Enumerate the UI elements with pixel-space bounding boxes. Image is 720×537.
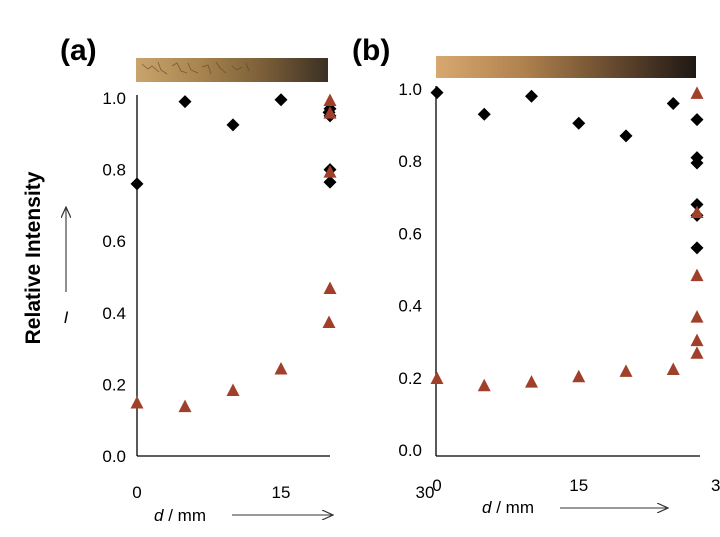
panel-b-triangle-point [690, 310, 704, 323]
panel-a-x-tick-label: 30 [416, 483, 435, 502]
panel-a-triangle-point [178, 399, 192, 413]
panel-b-diamond-point [690, 198, 704, 212]
panel-a-x-tick-label: 15 [272, 483, 291, 502]
panel-a-x-var: d [154, 506, 164, 525]
panel-a-crack-texture [141, 61, 250, 75]
panel-b-gradient-bar [436, 56, 696, 78]
panel-b-x-tick-label: 30 [711, 476, 720, 495]
panel-b-label: (b) [352, 34, 390, 67]
panel-b-x-axis-title: d / mm [482, 498, 534, 517]
panel-b-triangle-point [690, 333, 704, 347]
panel-a-diamond-point [130, 177, 144, 191]
panel-b-x-tick-label: 15 [569, 476, 588, 495]
panel-b-x-tick-label: 0 [432, 476, 441, 495]
panel-a-triangle-point [322, 315, 336, 328]
panel-a-x-tick-label: 0 [132, 483, 141, 502]
panel-a-y-tick-label: 0.6 [102, 232, 126, 251]
panel-b-y-tick-label: 0.2 [398, 369, 422, 388]
panel-b: (b) d / mm [352, 34, 700, 517]
panel-a-intensity-symbol: I [64, 308, 69, 327]
panel-a-triangle-point [323, 281, 337, 294]
panel-a-diamond-point [178, 95, 192, 109]
panel-b-y-tick-label: 1.0 [398, 80, 422, 99]
panel-a-triangle-point [323, 165, 337, 178]
panel-a-x-axis-title: d / mm [154, 506, 206, 525]
panel-b-triangle-point [477, 378, 491, 392]
panel-a-y-tick-label: 0.8 [102, 161, 126, 180]
panel-b-y-tick-label: 0.8 [398, 152, 422, 171]
panel-b-x-var: d [482, 498, 492, 517]
panel-b-y-tick-label: 0.4 [398, 297, 422, 316]
panel-b-x-slash: / [491, 498, 505, 517]
panel-b-triangle-point [690, 268, 704, 282]
panel-b-diamond-point [690, 241, 704, 255]
panel-a-triangle-point [130, 396, 144, 409]
panel-b-triangle-point [690, 346, 704, 359]
panel-a-y-tick-label: 1.0 [102, 89, 126, 108]
panel-a-diamond-point [323, 175, 337, 189]
panel-b-triangle-point [690, 205, 704, 218]
panel-a-y-tick-label: 0.0 [102, 447, 126, 466]
panel-b-diamond-point [525, 89, 538, 103]
panel-a-y-tick-label: 0.4 [102, 304, 126, 323]
panel-b-y-tick-label: 0.6 [398, 224, 422, 243]
panel-b-triangle-point [666, 362, 680, 376]
panel-b-triangle-point [619, 364, 633, 377]
chart-marks: 0.0 0.2 0.4 0.6 0.8 1.0 0 15 30 0.0 0.2 0.4 0.6 0.8 1.… [102, 80, 720, 502]
panel-b-triangle-point [572, 369, 586, 383]
panel-a-triangle-point [323, 106, 337, 119]
panel-b-triangle-point [690, 86, 704, 99]
panel-a-diamond-point [274, 93, 288, 107]
panel-a-triangle-point [323, 93, 337, 107]
panel-b-triangle-point [430, 371, 444, 385]
panel-a-triangle-point [226, 383, 240, 397]
panel-b-diamond-point [690, 113, 704, 127]
panel-a: (a) I d / mm [60, 34, 333, 525]
panel-a-gradient-bar [136, 58, 328, 82]
panel-a-x-unit: mm [178, 506, 206, 525]
panel-a-label: (a) [60, 34, 97, 67]
panel-b-diamond-point [619, 129, 633, 143]
panel-a-x-slash: / [163, 506, 177, 525]
panel-b-x-unit: mm [506, 498, 534, 517]
panel-b-triangle-point [525, 375, 538, 388]
y-axis-title: Relative Intensity [22, 171, 45, 344]
panel-a-diamond-point [226, 118, 240, 132]
panel-b-y-tick-label: 0.0 [398, 441, 422, 460]
panel-b-diamond-point [477, 107, 491, 121]
panel-b-diamond-point [690, 156, 704, 170]
panel-a-y-tick-label: 0.2 [102, 375, 126, 394]
panel-b-diamond-point [572, 116, 586, 130]
panel-b-diamond-point [666, 96, 680, 110]
panel-a-triangle-point [274, 362, 288, 375]
panel-b-diamond-point [430, 86, 444, 100]
